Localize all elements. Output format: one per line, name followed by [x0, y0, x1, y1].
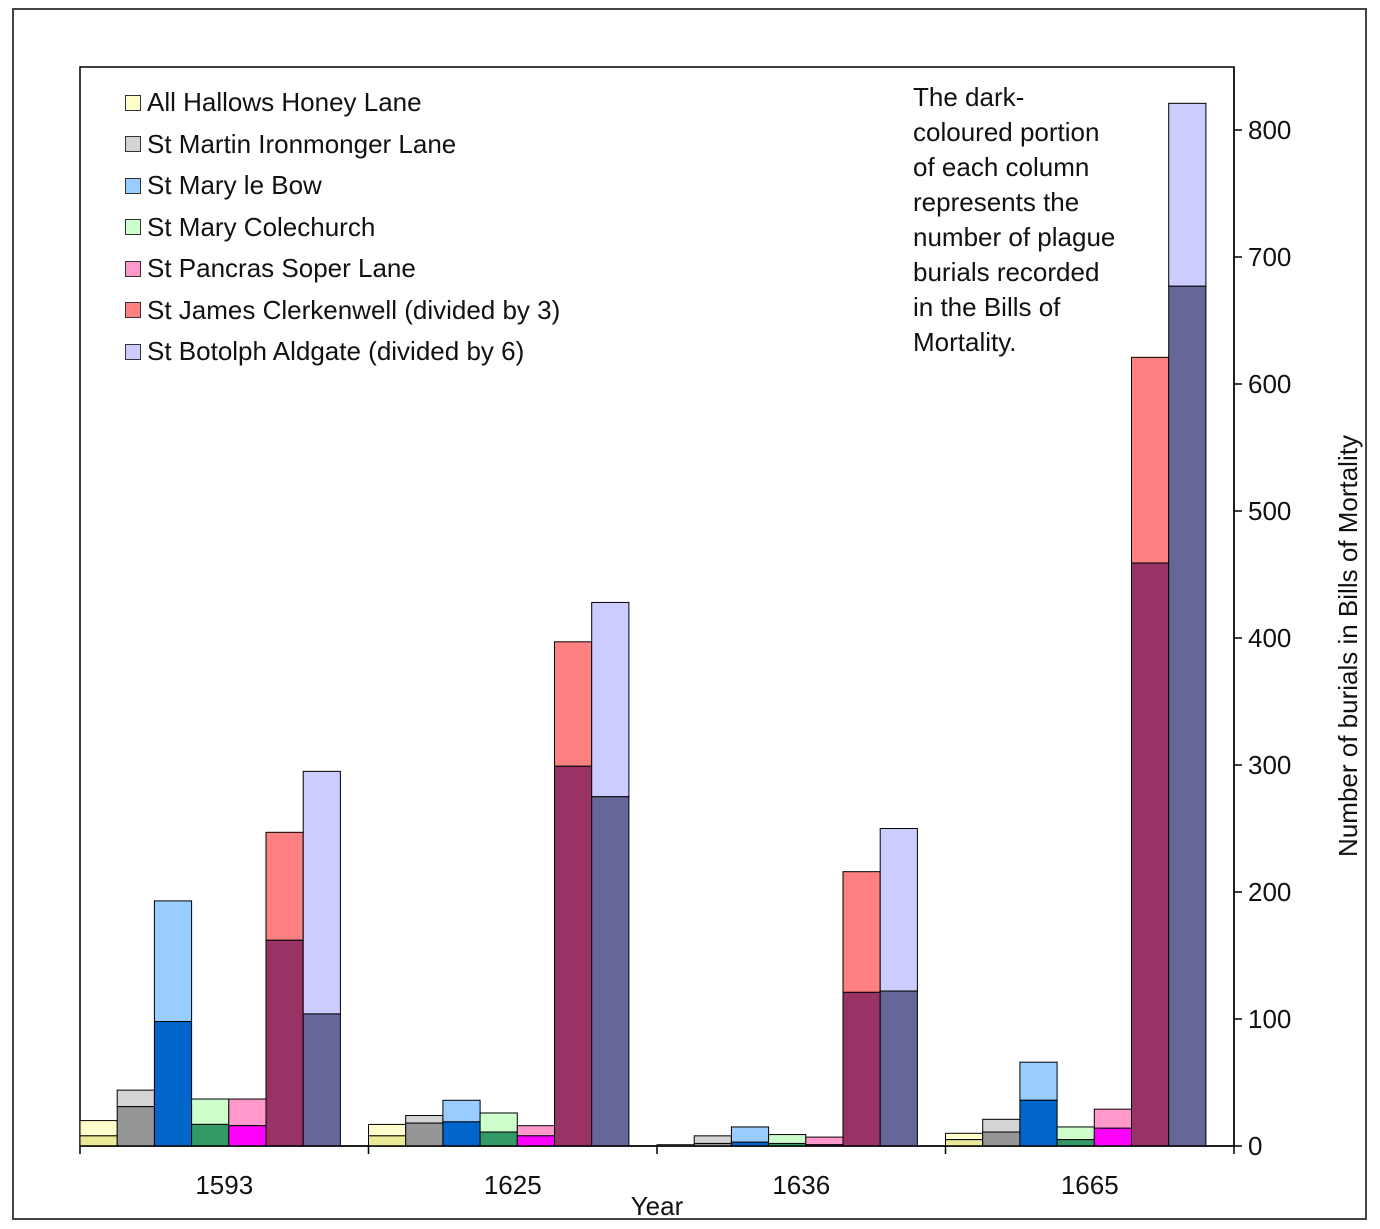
bar-total-1593-s3 — [191, 1098, 230, 1125]
bar-total-1593-s2 — [153, 900, 193, 1023]
bar-plague-1593-s0 — [79, 1135, 118, 1147]
bar-total-1665-s3 — [1056, 1126, 1095, 1141]
bar-plague-1625-s5 — [554, 765, 593, 1147]
legend-swatch-0 — [125, 94, 141, 111]
bar-total-1636-s1 — [693, 1135, 732, 1144]
x-tick-label-1593: 1593 — [195, 1170, 253, 1200]
legend-swatch-1 — [125, 136, 141, 153]
bar-plague-1593-s5 — [265, 939, 304, 1147]
x-axis-title: Year — [631, 1191, 684, 1221]
legend: All Hallows Honey Lane St Martin Ironmong… — [125, 82, 560, 373]
legend-swatch-4 — [125, 260, 141, 277]
legend-label-6: St Botolph Aldgate (divided by 6) — [147, 336, 525, 367]
legend-label-4: St Pancras Soper Lane — [147, 253, 416, 284]
bar-total-1625-s6 — [591, 601, 630, 798]
bar-plague-1665-s0 — [945, 1139, 984, 1147]
bar-plague-1593-s6 — [302, 1013, 341, 1147]
legend-item-1: St Martin Ironmonger Lane — [125, 124, 560, 166]
bar-total-1625-s4 — [516, 1125, 555, 1137]
bar-total-1665-s5 — [1131, 356, 1170, 564]
legend-swatch-2 — [125, 177, 141, 194]
bar-plague-1665-s2 — [1019, 1099, 1058, 1147]
legend-label-5: St James Clerkenwell (divided by 3) — [147, 294, 561, 325]
bar-total-1665-s2 — [1019, 1061, 1058, 1101]
legend-item-3: St Mary Colechurch — [125, 207, 560, 249]
x-tick-label-1636: 1636 — [772, 1170, 830, 1200]
annotation-note: The dark- coloured portion of each colum… — [913, 82, 1116, 357]
bar-plague-1625-s0 — [368, 1135, 407, 1147]
bar-plague-1593-s2 — [153, 1021, 193, 1147]
bar-total-1636-s5 — [842, 871, 881, 993]
x-axis: 1593 1625 1636 1665 — [79, 1145, 1235, 1200]
y-tick-label-800: 800 — [1248, 115, 1291, 145]
y-tick-label-500: 500 — [1248, 496, 1291, 526]
x-tick-label-1625: 1625 — [484, 1170, 542, 1200]
bar-plague-1625-s4 — [516, 1135, 555, 1147]
bar-total-1665-s1 — [982, 1118, 1021, 1133]
bar-plague-1593-s3 — [191, 1123, 230, 1147]
y-tick-label-100: 100 — [1248, 1004, 1291, 1034]
bar-plague-1665-s4 — [1093, 1127, 1133, 1147]
bar-plague-1665-s3 — [1056, 1139, 1095, 1147]
y-axis-title: Number of burials in Bills of Mortality — [1333, 435, 1363, 857]
bar-total-1625-s0 — [368, 1123, 407, 1137]
bar-total-1625-s3 — [479, 1112, 518, 1133]
legend-label-0: All Hallows Honey Lane — [147, 87, 422, 118]
bar-total-1593-s4 — [228, 1098, 267, 1127]
bar-plague-1625-s6 — [591, 796, 630, 1147]
y-tick-label-700: 700 — [1248, 242, 1291, 272]
bar-total-1593-s1 — [116, 1089, 155, 1108]
legend-item-4: St Pancras Soper Lane — [125, 248, 560, 290]
y-axis: 0 100 200 300 400 500 600 700 800 — [1233, 67, 1291, 1161]
bar-plague-1593-s4 — [228, 1125, 267, 1147]
bar-plague-1665-s1 — [982, 1131, 1021, 1147]
bar-total-1665-s4 — [1093, 1108, 1133, 1129]
bar-total-1593-s5 — [265, 831, 304, 941]
bar-total-1636-s3 — [768, 1134, 807, 1144]
bar-plague-1665-s5 — [1131, 562, 1170, 1147]
bar-total-1593-s0 — [79, 1120, 118, 1137]
legend-swatch-5 — [125, 302, 141, 319]
legend-swatch-6 — [125, 343, 141, 360]
legend-label-2: St Mary le Bow — [147, 170, 322, 201]
y-tick-label-200: 200 — [1248, 877, 1291, 907]
bar-total-1636-s2 — [730, 1126, 770, 1143]
bar-plague-1636-s6 — [879, 990, 918, 1147]
legend-item-2: St Mary le Bow — [125, 165, 560, 207]
bar-total-1636-s4 — [805, 1136, 844, 1146]
bar-total-1625-s2 — [442, 1099, 481, 1123]
bar-plague-1625-s2 — [442, 1121, 481, 1147]
y-tick-label-0: 0 — [1248, 1131, 1262, 1161]
bar-plague-1625-s3 — [479, 1131, 518, 1147]
bar-total-1665-s6 — [1168, 102, 1207, 287]
legend-item-6: St Botolph Aldgate (divided by 6) — [125, 331, 560, 373]
bar-total-1593-s6 — [302, 770, 341, 1015]
legend-item-5: St James Clerkenwell (divided by 3) — [125, 290, 560, 332]
legend-label-1: St Martin Ironmonger Lane — [147, 128, 457, 159]
legend-label-3: St Mary Colechurch — [147, 211, 376, 242]
bar-total-1665-s0 — [945, 1132, 984, 1141]
y-tick-label-300: 300 — [1248, 750, 1291, 780]
y-tick-label-600: 600 — [1248, 369, 1291, 399]
legend-swatch-3 — [125, 219, 141, 236]
bar-plague-1636-s5 — [842, 991, 881, 1147]
bar-plague-1593-s1 — [116, 1106, 155, 1147]
bar-total-1625-s1 — [405, 1115, 444, 1124]
legend-item-0: All Hallows Honey Lane — [125, 82, 560, 124]
y-tick-label-400: 400 — [1248, 623, 1291, 653]
bar-total-1625-s5 — [554, 641, 593, 767]
bar-plague-1665-s6 — [1168, 285, 1207, 1147]
bars — [79, 102, 1207, 1147]
x-tick-label-1665: 1665 — [1061, 1170, 1119, 1200]
bar-total-1636-s6 — [879, 828, 918, 992]
bar-plague-1625-s1 — [405, 1122, 444, 1147]
